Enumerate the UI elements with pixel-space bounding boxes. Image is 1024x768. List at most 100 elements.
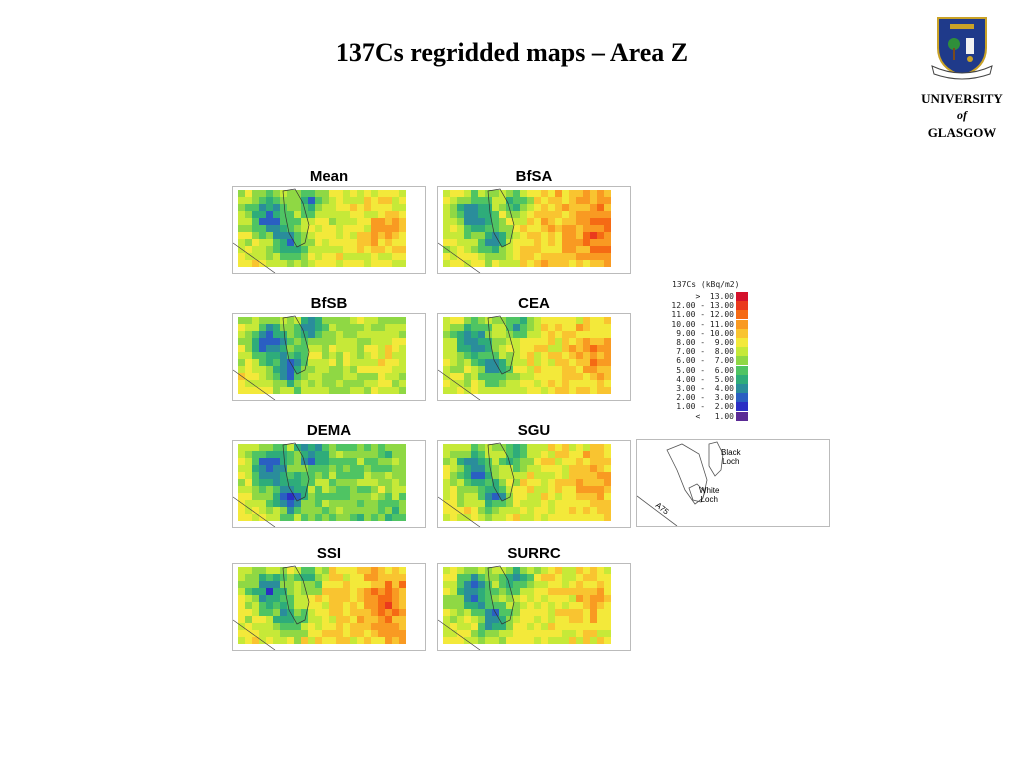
- map-cell: [266, 472, 273, 479]
- map-cell: [541, 380, 548, 387]
- map-label: CEA: [518, 295, 550, 312]
- map-cell: [443, 190, 450, 197]
- map-cell: [322, 588, 329, 595]
- map-cell: [457, 602, 464, 609]
- map-cell: [555, 486, 562, 493]
- map-cell: [343, 493, 350, 500]
- map-cell: [378, 324, 385, 331]
- map-cell: [485, 232, 492, 239]
- map-cell: [280, 507, 287, 514]
- map-cell: [548, 352, 555, 359]
- map-cell: [385, 581, 392, 588]
- map-cell: [534, 387, 541, 394]
- map-cell: [343, 458, 350, 465]
- map-cell: [583, 595, 590, 602]
- map-cell: [245, 190, 252, 197]
- map-cell: [478, 239, 485, 246]
- map-cell: [273, 190, 280, 197]
- map-cell: [322, 486, 329, 493]
- map-cell: [350, 359, 357, 366]
- map-cell: [336, 472, 343, 479]
- map-cell: [343, 387, 350, 394]
- map-cell: [541, 352, 548, 359]
- map-cell: [378, 637, 385, 644]
- map-cell: [492, 637, 499, 644]
- map-cell: [280, 197, 287, 204]
- map-cell: [457, 331, 464, 338]
- map-cell: [315, 637, 322, 644]
- map-cell: [301, 260, 308, 267]
- legend-swatch: [736, 319, 748, 329]
- map-cell: [245, 630, 252, 637]
- map-cell: [548, 345, 555, 352]
- map-cell: [520, 444, 527, 451]
- map-cell: [364, 352, 371, 359]
- map-cell: [457, 211, 464, 218]
- map-cell: [399, 359, 406, 366]
- map-cell: [308, 380, 315, 387]
- map-cell: [548, 479, 555, 486]
- map-cell: [555, 373, 562, 380]
- map-cell: [385, 595, 392, 602]
- map-cell: [569, 595, 576, 602]
- map-cell: [322, 352, 329, 359]
- map-cell: [478, 595, 485, 602]
- map-cell: [457, 595, 464, 602]
- map-cell: [329, 239, 336, 246]
- map-cell: [336, 486, 343, 493]
- map-cell: [294, 218, 301, 225]
- map-cell: [562, 190, 569, 197]
- map-cell: [301, 366, 308, 373]
- map-cell: [562, 338, 569, 345]
- map-cell: [471, 472, 478, 479]
- map-cell: [604, 338, 611, 345]
- map-cell: [371, 338, 378, 345]
- map-cell: [280, 246, 287, 253]
- map-cell: [527, 458, 534, 465]
- map-cell: [471, 239, 478, 246]
- map-cell: [513, 232, 520, 239]
- map-cell: [364, 465, 371, 472]
- map-cell: [541, 451, 548, 458]
- map-cell: [308, 507, 315, 514]
- map-cell: [399, 380, 406, 387]
- map-cell: [513, 444, 520, 451]
- map-cell: [392, 366, 399, 373]
- map-cell: [590, 444, 597, 451]
- map-cell: [527, 623, 534, 630]
- map-cell: [301, 500, 308, 507]
- map-cell: [259, 338, 266, 345]
- map-cell: [357, 472, 364, 479]
- map-cell: [569, 630, 576, 637]
- map-cell: [604, 211, 611, 218]
- map-cell: [485, 260, 492, 267]
- map-cell: [443, 458, 450, 465]
- map-cell: [252, 253, 259, 260]
- map-cell: [364, 479, 371, 486]
- map-cell: [569, 218, 576, 225]
- map-cell: [443, 616, 450, 623]
- map-cell: [576, 637, 583, 644]
- map-cell: [590, 225, 597, 232]
- map-cell: [541, 567, 548, 574]
- map-cell: [378, 387, 385, 394]
- map-cell: [364, 380, 371, 387]
- map-cell: [534, 260, 541, 267]
- map-cell: [562, 225, 569, 232]
- map-cell: [252, 197, 259, 204]
- map-cell: [329, 387, 336, 394]
- map-cell: [308, 500, 315, 507]
- map-cell: [506, 507, 513, 514]
- map-cell: [399, 218, 406, 225]
- map-cell: [534, 609, 541, 616]
- road-line: [233, 369, 276, 400]
- map-cell: [562, 616, 569, 623]
- map-cell: [301, 359, 308, 366]
- map-cell: [308, 373, 315, 380]
- map-cell: [506, 359, 513, 366]
- map-cell: [357, 500, 364, 507]
- map-cell: [520, 472, 527, 479]
- map-cell: [478, 623, 485, 630]
- map-cell: [520, 373, 527, 380]
- map-cell: [450, 218, 457, 225]
